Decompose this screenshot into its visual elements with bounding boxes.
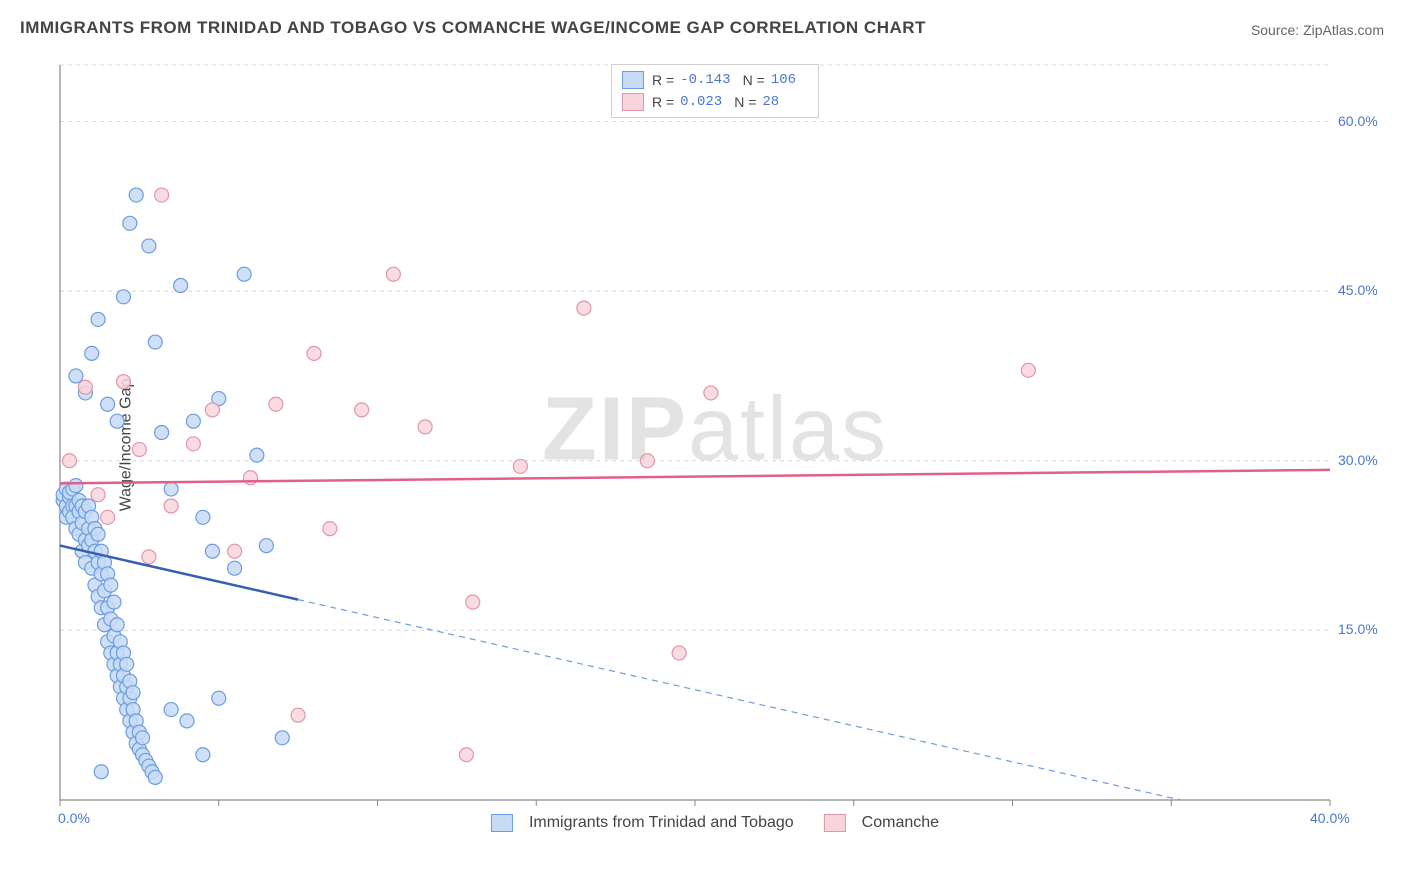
scatter-plot: Wage/Income Gap ZIPatlas R = -0.143 N = … (50, 60, 1380, 830)
y-tick-label: 45.0% (1338, 282, 1378, 298)
legend-label: Immigrants from Trinidad and Tobago (529, 814, 794, 832)
swatch-trinidad (622, 71, 644, 89)
x-tick-label: 0.0% (58, 810, 90, 826)
legend-r-value: -0.143 (680, 69, 730, 91)
legend-n-value: 28 (762, 91, 779, 113)
legend-row-trinidad: R = -0.143 N = 106 (622, 69, 808, 91)
legend-label: Comanche (862, 814, 939, 832)
y-tick-label: 30.0% (1338, 452, 1378, 468)
swatch-comanche (824, 814, 846, 832)
y-tick-label: 60.0% (1338, 113, 1378, 129)
x-tick-label: 40.0% (1310, 810, 1350, 826)
chart-title: IMMIGRANTS FROM TRINIDAD AND TOBAGO VS C… (20, 18, 926, 38)
y-tick-label: 15.0% (1338, 621, 1378, 637)
legend-row-comanche: R = 0.023 N = 28 (622, 91, 808, 113)
swatch-comanche (622, 93, 644, 111)
legend-r-label: R = (652, 69, 674, 91)
series-legend: Immigrants from Trinidad and Tobago Coma… (491, 814, 939, 832)
legend-n-value: 106 (771, 69, 796, 91)
swatch-trinidad (491, 814, 513, 832)
legend-item-trinidad: Immigrants from Trinidad and Tobago (491, 814, 794, 832)
legend-n-label: N = (743, 69, 765, 91)
legend-r-label: R = (652, 91, 674, 113)
legend-r-value: 0.023 (680, 91, 722, 113)
chart-canvas (50, 60, 1380, 830)
correlation-legend: R = -0.143 N = 106 R = 0.023 N = 28 (611, 64, 819, 118)
legend-n-label: N = (734, 91, 756, 113)
legend-item-comanche: Comanche (824, 814, 939, 832)
source-attribution: Source: ZipAtlas.com (1251, 22, 1384, 38)
